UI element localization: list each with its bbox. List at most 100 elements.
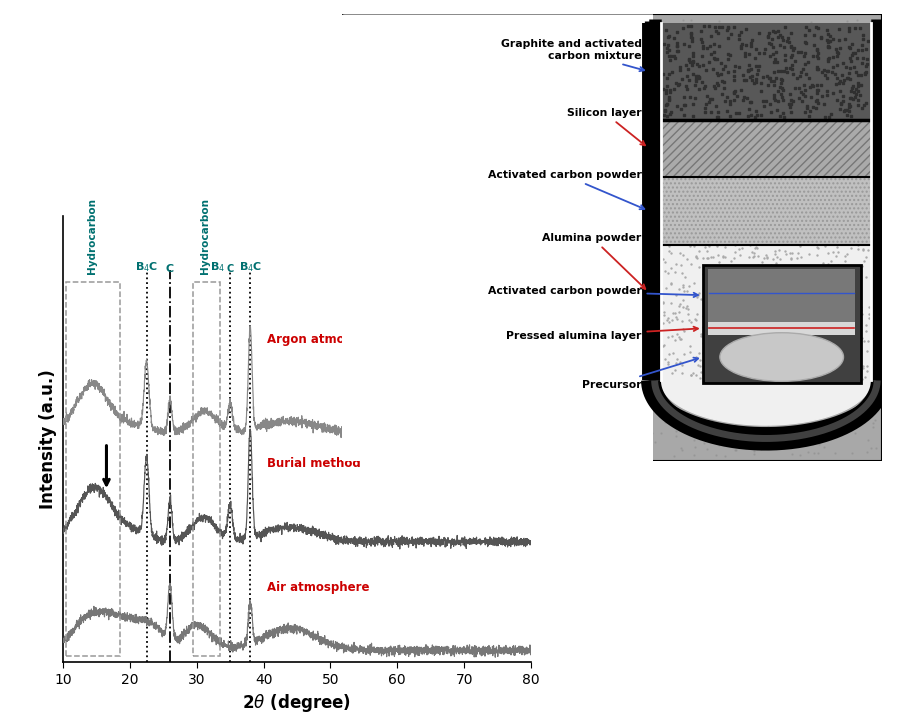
Point bbox=[534, 230, 548, 242]
Point bbox=[543, 207, 557, 219]
Point bbox=[820, 65, 834, 76]
Point bbox=[676, 323, 690, 335]
Point bbox=[860, 58, 875, 70]
Point bbox=[505, 305, 519, 317]
Point bbox=[515, 365, 529, 377]
Point bbox=[597, 179, 611, 190]
Point bbox=[561, 153, 575, 165]
Point bbox=[811, 47, 825, 58]
Point bbox=[786, 339, 800, 351]
Point bbox=[696, 337, 710, 348]
Point bbox=[827, 163, 842, 174]
Point bbox=[418, 441, 432, 452]
Point bbox=[743, 180, 758, 192]
Point bbox=[773, 55, 788, 66]
Point bbox=[765, 225, 779, 237]
Point bbox=[840, 97, 854, 109]
Point bbox=[428, 333, 442, 345]
Point bbox=[357, 333, 372, 345]
Point bbox=[631, 99, 645, 111]
Point bbox=[825, 386, 840, 397]
Point bbox=[806, 104, 821, 115]
Point bbox=[760, 438, 775, 450]
Point bbox=[846, 348, 860, 360]
Point bbox=[868, 14, 882, 25]
Point bbox=[778, 356, 793, 367]
Point bbox=[817, 299, 832, 310]
Point bbox=[436, 31, 451, 42]
Point bbox=[774, 296, 788, 307]
Point bbox=[832, 287, 847, 298]
Point bbox=[775, 82, 789, 94]
Point bbox=[493, 414, 508, 426]
Point bbox=[769, 257, 783, 269]
Point bbox=[698, 241, 713, 253]
Point bbox=[743, 329, 758, 341]
Point bbox=[566, 386, 580, 397]
Point bbox=[520, 141, 535, 153]
Point bbox=[853, 89, 868, 101]
Point bbox=[707, 46, 722, 58]
Point bbox=[830, 94, 844, 106]
Point bbox=[835, 315, 850, 326]
Point bbox=[634, 16, 649, 27]
Point bbox=[739, 217, 753, 229]
Point bbox=[814, 339, 829, 351]
Point bbox=[781, 429, 796, 441]
Point bbox=[770, 96, 785, 107]
Point bbox=[850, 298, 864, 310]
Point bbox=[655, 297, 670, 309]
Point bbox=[639, 169, 653, 181]
Point bbox=[700, 361, 715, 373]
Point bbox=[842, 93, 857, 104]
Point bbox=[831, 336, 845, 347]
Point bbox=[807, 245, 822, 256]
Point bbox=[771, 65, 786, 76]
Point bbox=[425, 346, 439, 358]
Point bbox=[833, 86, 848, 97]
Point bbox=[717, 251, 732, 262]
Point bbox=[421, 375, 436, 387]
Point bbox=[412, 137, 427, 148]
Point bbox=[782, 436, 796, 447]
Point bbox=[616, 343, 631, 354]
Point bbox=[737, 355, 751, 366]
Point bbox=[364, 281, 378, 292]
Point bbox=[768, 245, 782, 256]
Point bbox=[821, 201, 835, 212]
Point bbox=[576, 389, 590, 400]
Point bbox=[741, 316, 755, 328]
Point bbox=[590, 148, 605, 160]
Point bbox=[540, 345, 554, 356]
Point bbox=[729, 117, 743, 129]
Point bbox=[540, 279, 554, 291]
Point bbox=[382, 377, 397, 388]
Point bbox=[364, 172, 379, 184]
Point bbox=[715, 89, 729, 100]
Point bbox=[785, 345, 799, 356]
Point bbox=[374, 425, 388, 436]
Point bbox=[538, 121, 553, 132]
Point bbox=[685, 31, 699, 42]
Point bbox=[686, 98, 700, 109]
Point bbox=[437, 346, 452, 358]
Point bbox=[717, 451, 732, 462]
Point bbox=[354, 44, 368, 55]
Point bbox=[660, 81, 674, 92]
Point bbox=[809, 94, 824, 105]
Point bbox=[680, 286, 695, 297]
Point bbox=[743, 96, 758, 107]
Point bbox=[670, 100, 684, 112]
Point bbox=[717, 369, 732, 381]
Point bbox=[767, 57, 781, 68]
Point bbox=[714, 87, 728, 99]
Point bbox=[838, 122, 852, 134]
Point bbox=[528, 187, 543, 199]
Point bbox=[582, 346, 597, 358]
Point bbox=[783, 30, 797, 42]
Point bbox=[603, 106, 617, 117]
Point bbox=[580, 219, 595, 230]
Point bbox=[355, 294, 369, 306]
Point bbox=[790, 374, 805, 386]
Point bbox=[539, 368, 554, 379]
